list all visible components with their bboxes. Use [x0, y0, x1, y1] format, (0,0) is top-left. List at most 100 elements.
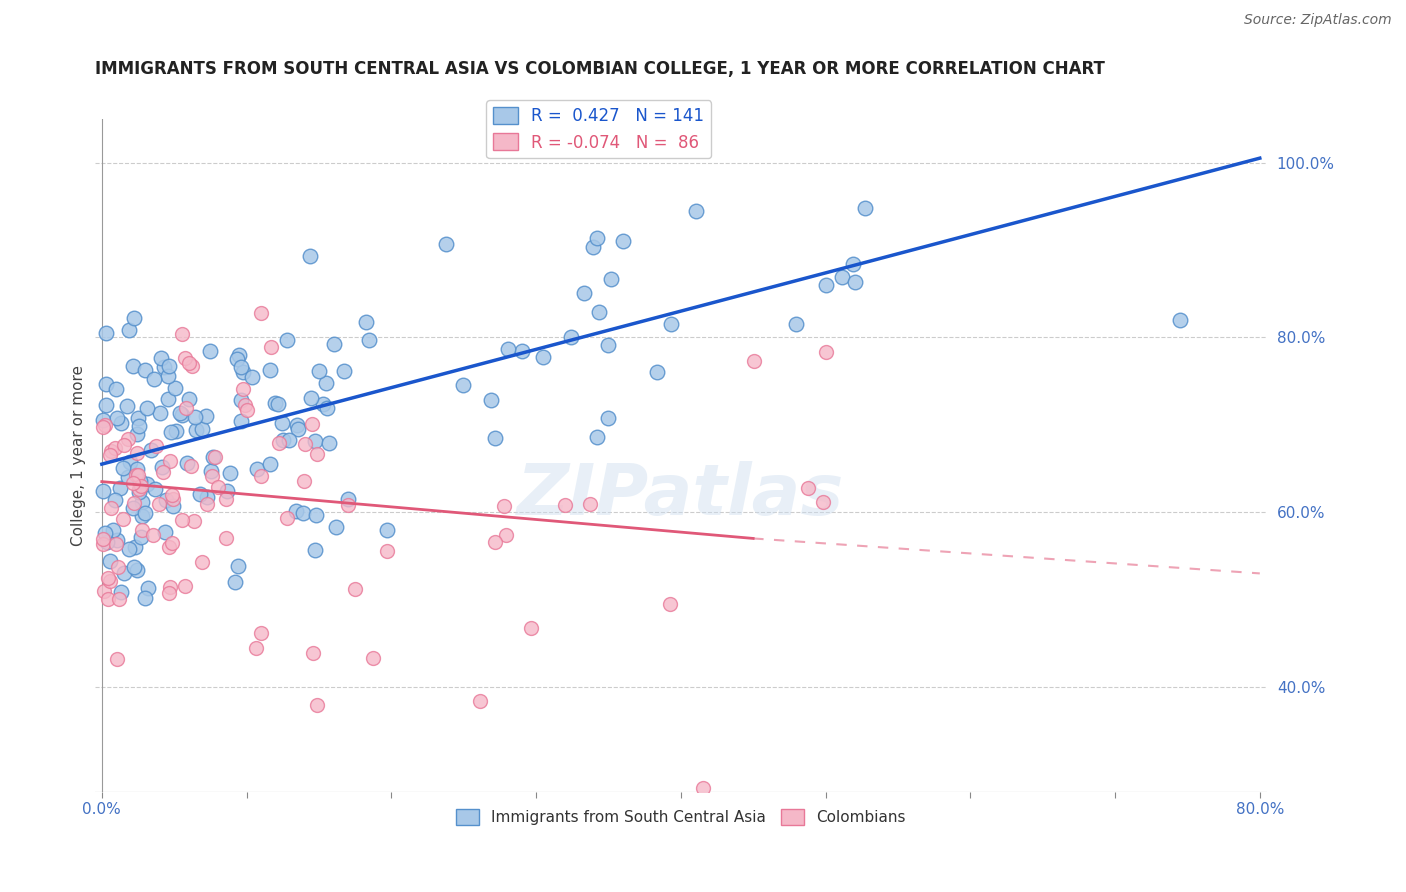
Point — [143, 482, 166, 496]
Point — [325, 520, 347, 534]
Point — [157, 359, 180, 373]
Point — [97, 571, 120, 585]
Point — [157, 586, 180, 600]
Point — [159, 580, 181, 594]
Point — [361, 651, 384, 665]
Point — [305, 446, 328, 460]
Point — [276, 333, 298, 347]
Point — [174, 579, 197, 593]
Point — [292, 474, 315, 488]
Point — [204, 450, 226, 464]
Point — [659, 317, 682, 331]
Point — [229, 360, 252, 375]
Point — [148, 497, 170, 511]
Point — [127, 468, 149, 483]
Point — [831, 269, 853, 284]
Point — [814, 345, 837, 359]
Point — [229, 414, 252, 428]
Point — [100, 501, 122, 516]
Point — [107, 560, 129, 574]
Text: IMMIGRANTS FROM SOUTH CENTRAL ASIA VS COLOMBIAN COLLEGE, 1 YEAR OR MORE CORRELAT: IMMIGRANTS FROM SOUTH CENTRAL ASIA VS CO… — [94, 61, 1105, 78]
Point — [531, 350, 554, 364]
Point — [183, 515, 205, 529]
Point — [104, 441, 127, 455]
Point — [124, 468, 146, 483]
Point — [312, 397, 335, 411]
Point — [215, 531, 238, 545]
Point — [333, 363, 356, 377]
Point — [586, 430, 609, 444]
Point — [195, 491, 218, 505]
Point — [127, 563, 149, 577]
Point — [600, 272, 623, 286]
Point — [153, 524, 176, 539]
Point — [122, 560, 145, 574]
Point — [299, 249, 322, 263]
Point — [232, 382, 254, 396]
Point — [131, 523, 153, 537]
Point — [135, 477, 157, 491]
Point — [305, 698, 328, 712]
Point — [179, 392, 201, 406]
Point — [98, 574, 121, 589]
Point — [315, 376, 337, 390]
Point — [235, 398, 257, 412]
Point — [181, 359, 204, 373]
Point — [91, 483, 114, 498]
Point — [278, 434, 301, 448]
Point — [157, 540, 180, 554]
Text: ZIPatlas: ZIPatlas — [517, 461, 845, 530]
Point — [134, 507, 156, 521]
Point — [142, 372, 165, 386]
Point — [658, 597, 681, 611]
Point — [103, 523, 125, 537]
Point — [299, 391, 322, 405]
Point — [308, 364, 330, 378]
Point — [125, 446, 148, 460]
Point — [165, 381, 187, 395]
Point — [305, 508, 328, 522]
Point — [105, 411, 128, 425]
Point — [134, 363, 156, 377]
Point — [492, 499, 515, 513]
Point — [356, 315, 378, 329]
Point — [259, 363, 281, 377]
Point — [284, 504, 307, 518]
Point — [150, 351, 173, 365]
Point — [375, 523, 398, 537]
Point — [191, 422, 214, 436]
Point — [267, 435, 290, 450]
Point — [152, 460, 174, 475]
Point — [796, 481, 818, 495]
Point — [93, 417, 115, 432]
Point — [112, 438, 135, 452]
Point — [484, 535, 506, 549]
Point — [125, 462, 148, 476]
Point — [484, 431, 506, 445]
Point — [814, 278, 837, 293]
Point — [104, 382, 127, 396]
Point — [91, 537, 114, 551]
Point — [287, 422, 309, 436]
Point — [579, 497, 602, 511]
Point — [853, 201, 876, 215]
Point — [246, 462, 269, 476]
Point — [91, 413, 114, 427]
Point — [184, 423, 207, 437]
Point — [260, 340, 283, 354]
Point — [228, 348, 250, 362]
Point — [304, 542, 326, 557]
Point — [645, 365, 668, 379]
Point — [122, 310, 145, 325]
Point — [94, 398, 117, 412]
Point — [174, 401, 197, 415]
Point — [128, 418, 150, 433]
Point — [127, 410, 149, 425]
Point — [250, 469, 273, 483]
Point — [301, 646, 323, 660]
Point — [202, 450, 225, 464]
Point — [135, 401, 157, 416]
Point — [495, 527, 517, 541]
Point — [165, 424, 187, 438]
Point — [375, 544, 398, 558]
